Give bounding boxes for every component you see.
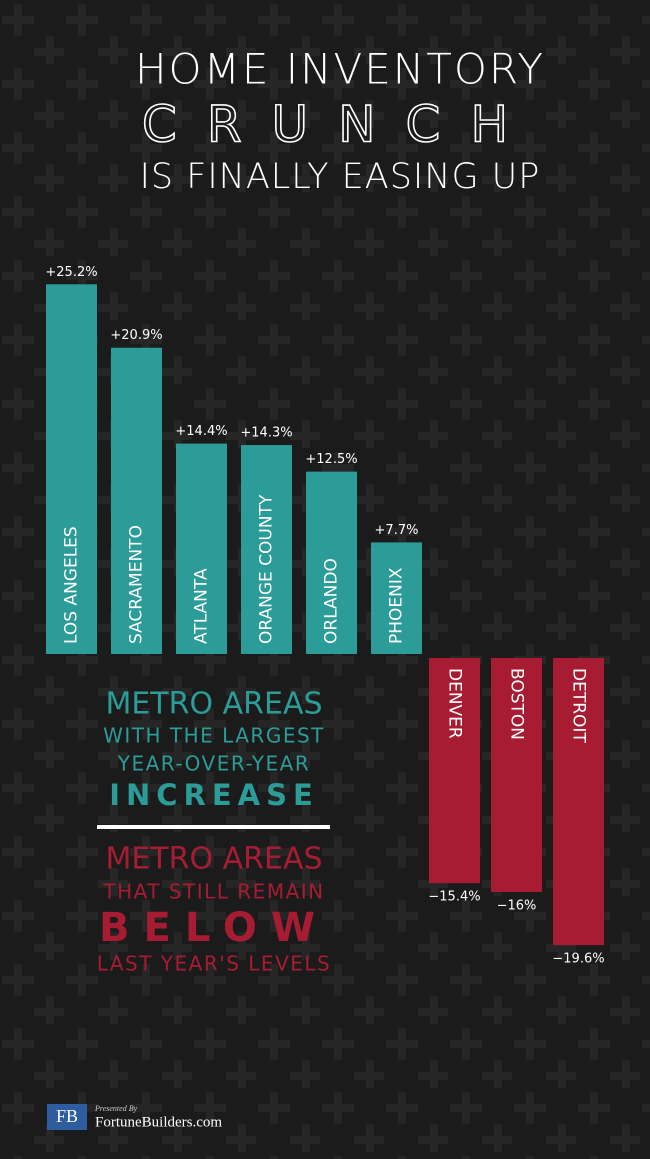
bar [241,445,292,654]
bar-label: PHOENIX [387,567,407,644]
logo: FB [56,1106,78,1126]
legend-text: METRO AREAS [105,687,322,722]
value-label: −19.6% [552,952,604,967]
legend-text: THAT STILL REMAIN [102,880,324,904]
logo-box [47,1104,87,1130]
value-label: +12.5% [305,452,357,467]
bar-label: LOS ANGELES [62,526,82,644]
title-highlight: CRUNCH [142,96,538,154]
bar-label: SACRAMENTO [127,525,147,644]
title-line: HOME INVENTORY [135,45,545,94]
bar-label: BOSTON [507,668,527,740]
legend-text: YEAR-OVER-YEAR [117,752,310,776]
value-label: −16% [497,899,537,914]
bar-label: ATLANTA [192,568,212,644]
bar-label: DENVER [445,668,465,739]
legend-text: LAST YEAR'S LEVELS [97,952,331,976]
legend-text: METRO AREAS [105,842,322,877]
bar [491,658,542,892]
value-label: +14.4% [175,424,227,439]
bar [371,542,422,654]
bar [46,284,97,654]
bar [429,658,480,884]
bar-label: DETROIT [569,668,589,743]
legend-text: WITH THE LARGEST [103,724,325,748]
value-label: +25.2% [45,265,97,280]
value-label: +20.9% [110,328,162,343]
bar [111,347,162,654]
bar [176,443,227,654]
bar [306,471,357,654]
value-label: −15.4% [428,890,480,905]
bar-label: ORANGE COUNTY [257,494,277,644]
site: FortuneBuilders.com [95,1114,222,1130]
presented-by: Presented By [94,1104,138,1113]
legend-text: BELOW [99,905,329,951]
value-label: +14.3% [240,426,292,441]
bar [553,658,604,946]
bar-label: ORLANDO [322,558,342,644]
title-line: IS FINALLY EASING UP [140,157,541,197]
value-label: +7.7% [375,523,419,538]
legend-text: INCREASE [109,778,319,812]
